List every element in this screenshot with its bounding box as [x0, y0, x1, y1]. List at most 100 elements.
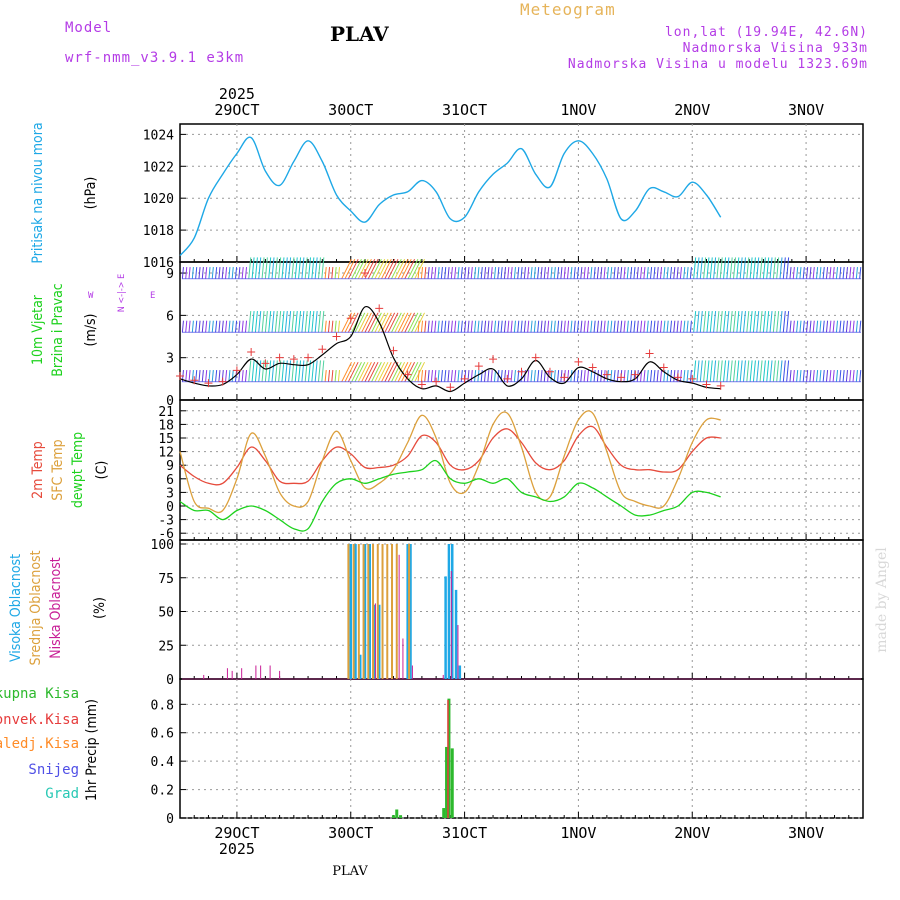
- wind-barb: [762, 310, 766, 333]
- wind-barb: [191, 370, 194, 382]
- wind-gust-marker: [275, 353, 284, 362]
- high-cloud-bar: [363, 544, 367, 679]
- wind-barb: [430, 320, 433, 333]
- precip-legend-item: Ukupna Kisa: [0, 686, 79, 702]
- wind-barb: [434, 267, 437, 279]
- wind-barb: [294, 360, 298, 382]
- wind-barb: [816, 320, 819, 333]
- wind-barb: [676, 267, 679, 279]
- x-tick-label-top: 29OCT: [214, 101, 259, 119]
- x-tick-label-bottom: 2NOV: [674, 824, 710, 842]
- wind-barb: [762, 257, 766, 279]
- wind-barb: [822, 370, 825, 382]
- wind-barb: [822, 320, 825, 333]
- wind-gust-marker: [403, 370, 412, 379]
- y-tick-label: 21: [158, 405, 174, 420]
- wind-barb: [802, 267, 805, 279]
- wind-barb: [706, 257, 710, 279]
- wind-barb: [474, 267, 477, 279]
- wind-barb: [573, 267, 576, 279]
- wind-barb: [852, 267, 855, 279]
- wind-barb: [434, 370, 437, 382]
- wind-barb: [414, 312, 425, 333]
- y-tick-label: 0.6: [151, 727, 174, 742]
- wind-barb: [596, 370, 599, 382]
- wind-barb: [278, 310, 282, 333]
- wind-barb: [387, 361, 399, 382]
- wind-barb: [331, 267, 334, 279]
- wind-barb: [420, 370, 424, 382]
- wind-barb: [470, 267, 473, 279]
- wind-barb: [394, 312, 406, 333]
- wind-barb: [626, 267, 629, 279]
- wind-barb: [620, 267, 623, 279]
- wind-barb: [427, 370, 430, 382]
- wind-barb: [291, 310, 295, 333]
- wind-gust-marker: [446, 383, 455, 392]
- x-tick-label-top: 1NOV: [560, 101, 596, 119]
- wind-barb: [746, 257, 750, 279]
- wind-barb: [411, 361, 422, 382]
- wind-barb: [640, 320, 643, 333]
- wind-barb: [381, 361, 392, 382]
- wind-barb: [699, 310, 703, 333]
- wind-barb: [729, 360, 733, 382]
- wind-barb: [181, 267, 184, 279]
- wind-barb: [407, 258, 419, 279]
- wind-barb: [490, 267, 493, 279]
- wind-barb: [493, 267, 497, 279]
- wind-barb: [493, 370, 497, 382]
- wind-barb: [663, 320, 666, 333]
- wind-barb: [344, 312, 356, 333]
- wind-barb: [759, 257, 763, 279]
- wind-barb: [653, 370, 656, 382]
- y-tick-label: 0: [166, 673, 174, 688]
- wind-barb: [215, 370, 218, 382]
- wind-barb: [666, 267, 669, 279]
- wind-barb: [248, 360, 252, 382]
- wind-barb: [201, 267, 204, 279]
- wind-barb: [397, 312, 409, 333]
- wind-barb: [377, 361, 389, 382]
- wind-barb: [407, 361, 419, 382]
- panel-frame: [179, 123, 864, 263]
- high-cloud-bar: [451, 544, 454, 679]
- wind-barb: [606, 320, 609, 333]
- wind-barb: [460, 370, 463, 382]
- wind-barb: [723, 360, 727, 382]
- wind-barb: [211, 370, 214, 382]
- wind-barb: [208, 320, 211, 333]
- wind-barb: [420, 320, 424, 333]
- wind-barb: [792, 320, 795, 333]
- wind-barb: [500, 267, 503, 279]
- wind-barb: [384, 312, 396, 333]
- elevation-label: Nadmorska Visina 933m: [682, 41, 868, 56]
- wind-barb: [580, 320, 583, 333]
- wind-gust-marker: [474, 362, 483, 371]
- wind-barb: [414, 361, 425, 382]
- wind-barb: [825, 320, 829, 333]
- low-cloud-bar: [255, 665, 257, 679]
- wind-barb: [454, 267, 457, 279]
- wind-barb: [427, 267, 430, 279]
- wind-barb: [225, 320, 228, 333]
- wind-barb: [218, 320, 221, 333]
- wind-barb: [311, 360, 315, 382]
- mid-cloud-bar: [362, 544, 365, 679]
- wind-barb: [188, 370, 191, 382]
- wind-barb: [460, 267, 463, 279]
- wind-barb: [228, 267, 231, 279]
- wind-barb: [391, 361, 402, 382]
- x-tick-label-bottom: 29OCT: [214, 824, 259, 842]
- low-cloud-bar: [398, 554, 400, 679]
- wind-gust-marker: [674, 373, 683, 382]
- wind-barb: [859, 320, 862, 333]
- wind-barb: [819, 320, 822, 333]
- wind-barb: [809, 370, 812, 382]
- wind-barb: [600, 320, 603, 333]
- wind-barb: [729, 257, 733, 279]
- total-precip-bar: [447, 698, 451, 818]
- total-precip-bar: [445, 746, 449, 818]
- wind-barb: [596, 267, 599, 279]
- wind-barb: [786, 310, 790, 333]
